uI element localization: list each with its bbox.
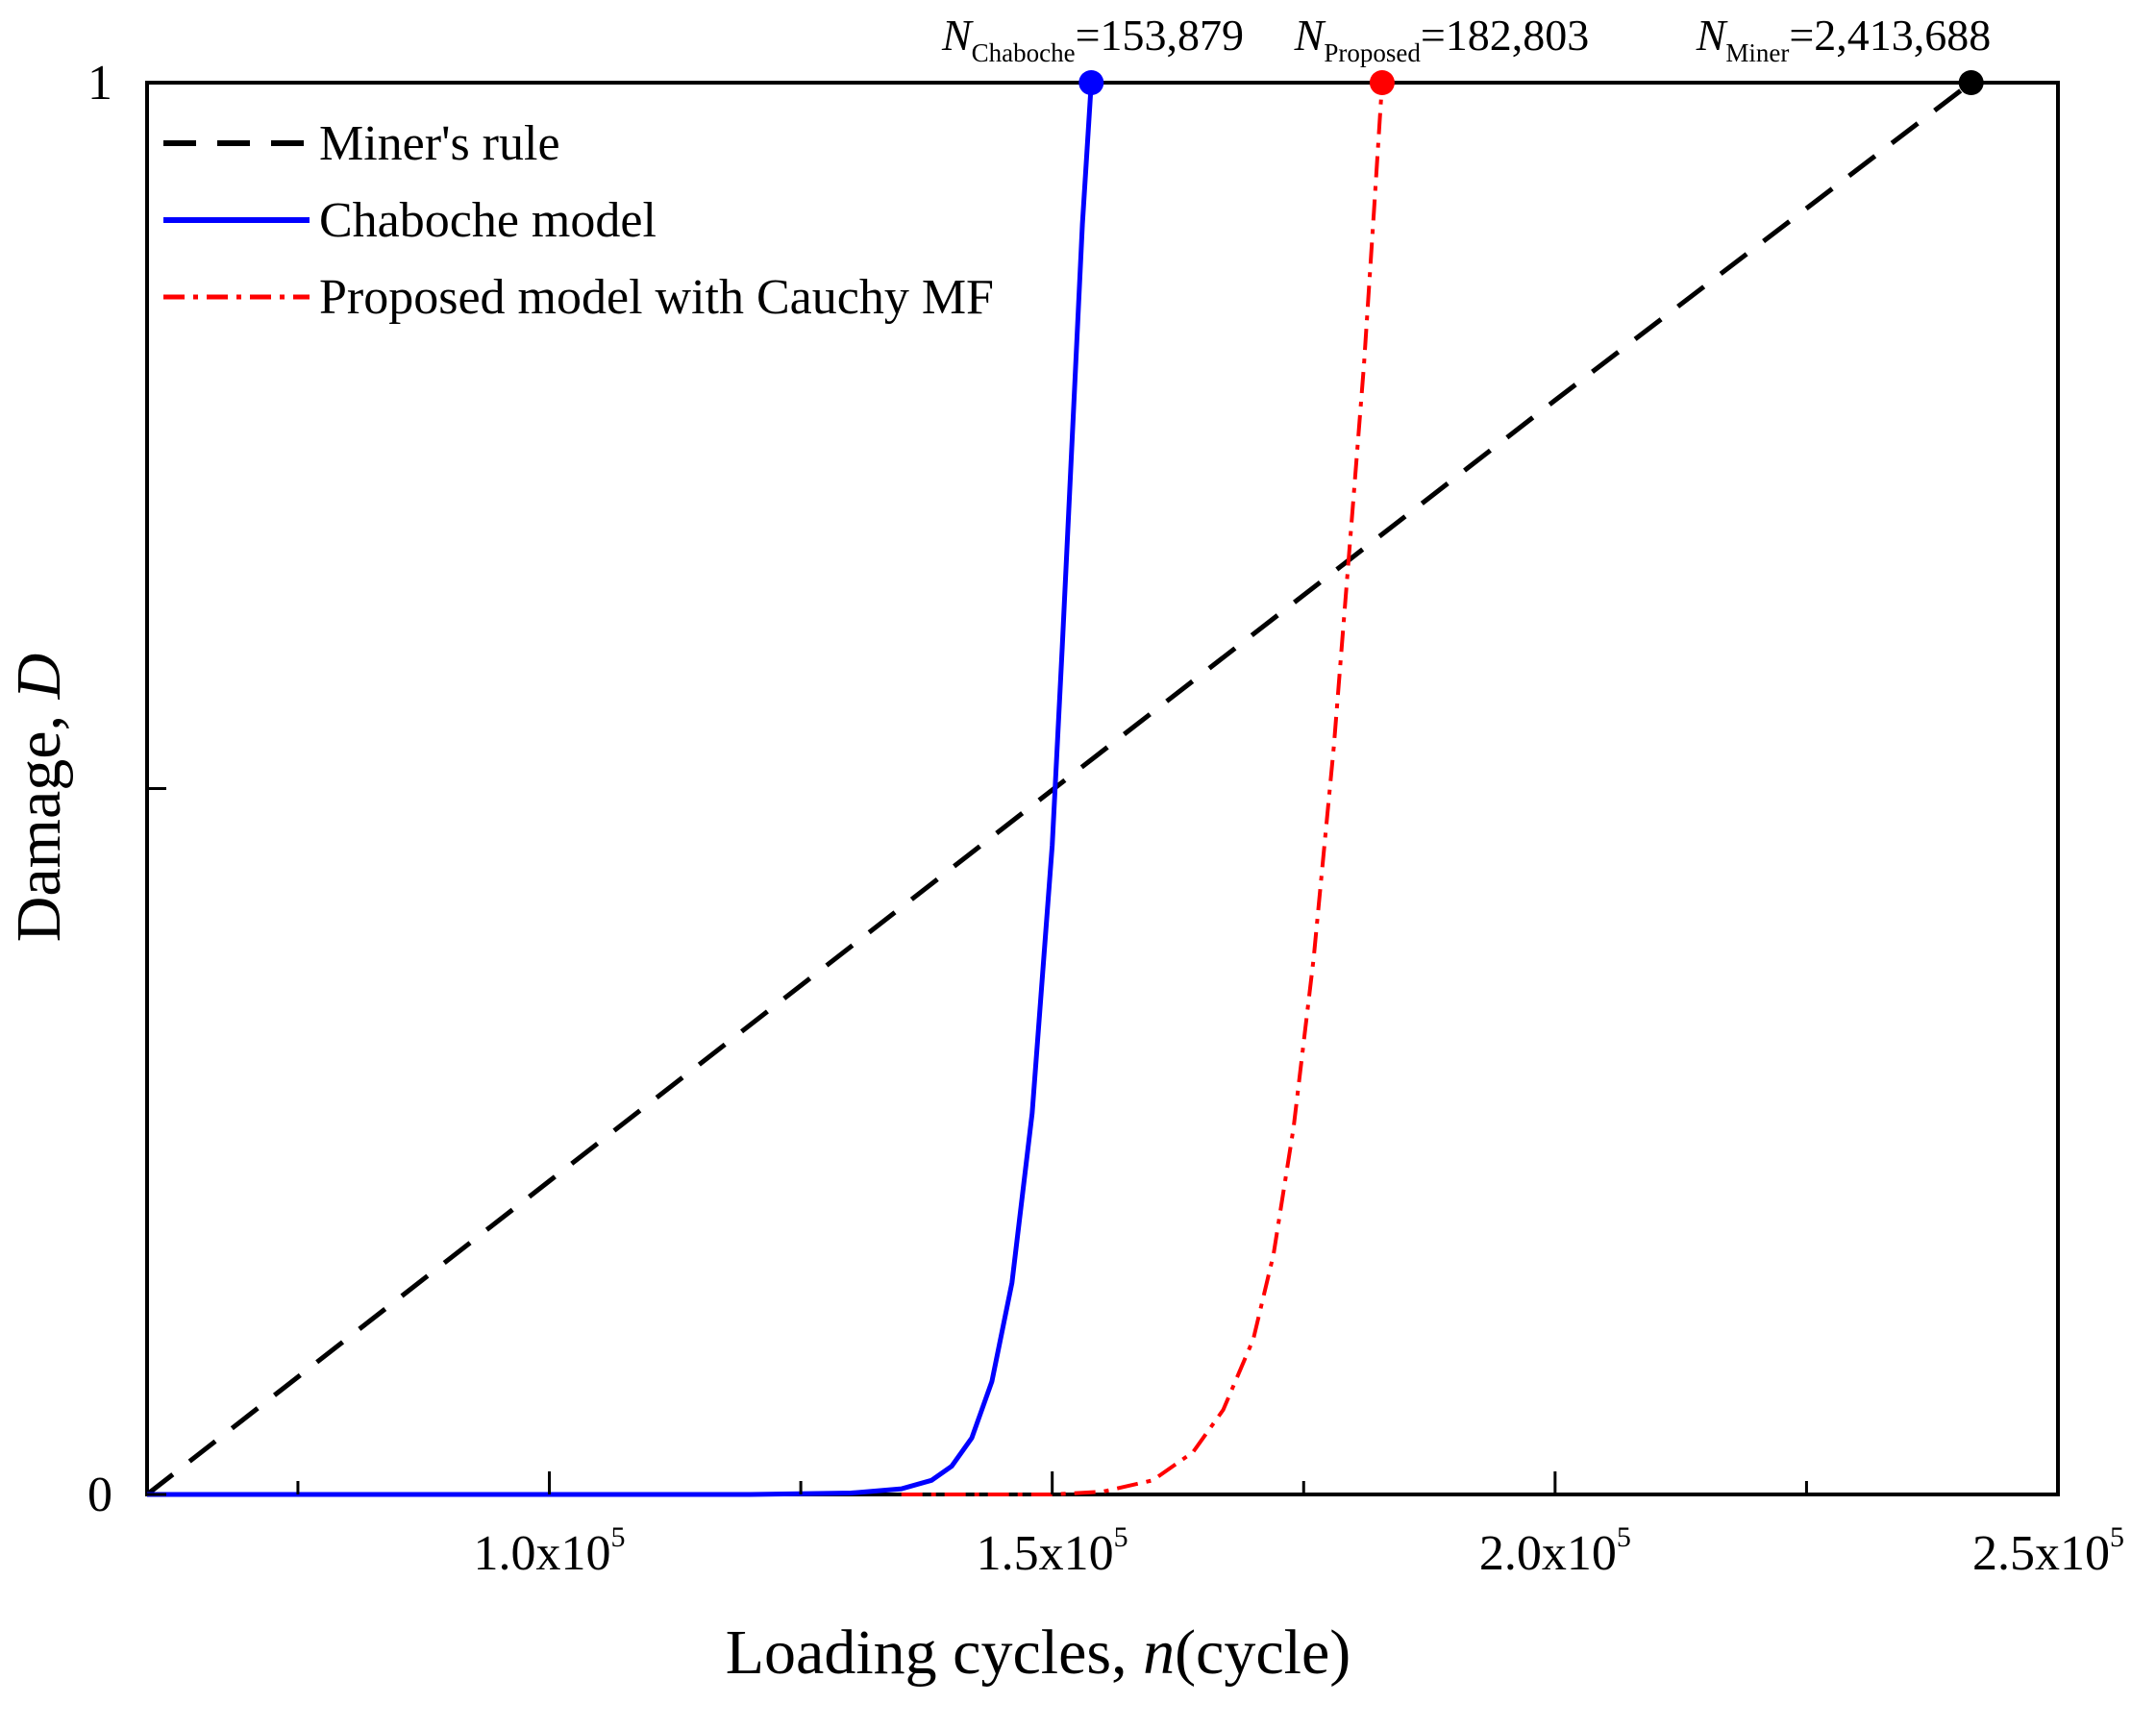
legend: Miner's rule Chaboche model Proposed mod… <box>163 116 994 325</box>
legend-label-proposed-model: Proposed model with Cauchy MF <box>319 270 994 325</box>
annotation-n-chaboche: NChaboche=153,879 <box>941 11 1244 67</box>
y-tick-labels: 0 1 <box>87 56 112 1522</box>
endpoint-marker-proposed <box>1369 70 1395 95</box>
endpoint-marker-chaboche <box>1078 70 1104 95</box>
x-tick-label: 2.5x105 <box>1972 1521 2124 1581</box>
series-line-proposed-model <box>901 82 1384 1496</box>
y-tick-label: 1 <box>87 56 112 111</box>
x-tick-labels: 1.0x105 1.5x105 2.0x105 2.5x105 <box>474 1521 2124 1581</box>
series-line-miners-rule <box>145 81 1973 1496</box>
legend-label-miners-rule: Miner's rule <box>319 116 560 171</box>
x-tick-label: 2.0x105 <box>1479 1521 1631 1581</box>
x-tick-label: 1.5x105 <box>977 1521 1128 1581</box>
axis-ticks <box>147 81 2060 1496</box>
legend-label-chaboche-model: Chaboche model <box>319 193 657 248</box>
series-layer <box>145 81 1973 1497</box>
annotation-n-miner: NMiner=2,413,688 <box>1696 11 1992 67</box>
y-axis-title: Damage, D <box>4 654 74 943</box>
annotation-n-proposed: NProposed=182,803 <box>1294 11 1590 67</box>
y-tick-label: 0 <box>87 1468 112 1522</box>
x-tick-label: 1.0x105 <box>474 1521 626 1581</box>
series-line-chaboche-model <box>147 82 1094 1497</box>
endpoint-marker-miner <box>1958 70 1984 95</box>
x-axis-title: Loading cycles, n(cycle) <box>726 1617 1351 1688</box>
